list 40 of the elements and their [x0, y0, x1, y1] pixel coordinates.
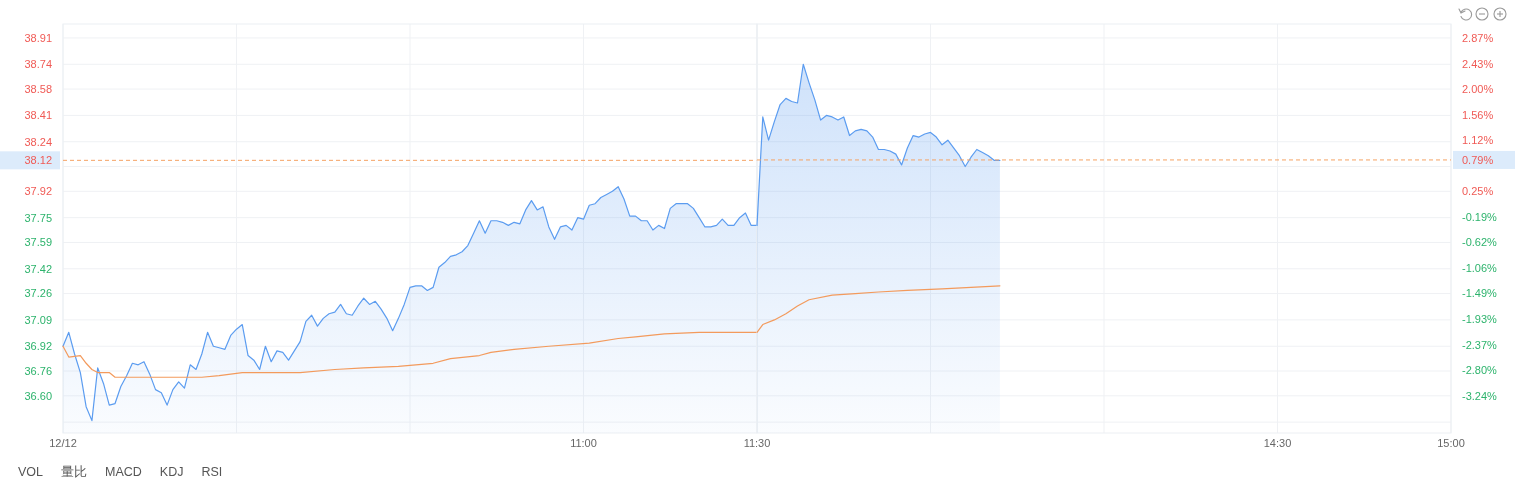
y2-tick-label: -2.80% — [1462, 364, 1497, 377]
y-tick-label: 38.24 — [24, 135, 52, 148]
x-tick-label: 14:30 — [1263, 437, 1292, 449]
y-tick-label: 38.91 — [24, 31, 52, 44]
annotation: MACD — [105, 465, 142, 479]
y2-tick-label: 2.00% — [1462, 82, 1494, 95]
y2-tick-label: -1.93% — [1462, 313, 1497, 326]
y2-tick-label: -3.24% — [1462, 389, 1497, 402]
y2-tick-label: -1.06% — [1462, 262, 1497, 275]
annotation: VOL — [18, 465, 43, 479]
y2-tick-label: -2.37% — [1462, 338, 1497, 351]
y-tick-label: 37.75 — [24, 211, 52, 224]
y-tick-label: 36.76 — [24, 364, 52, 377]
y-tick-label: 37.59 — [24, 236, 52, 249]
y-tick-label: 37.42 — [24, 262, 52, 275]
y2-tick-label: 2.87% — [1462, 31, 1494, 44]
y2-tick-label: -1.49% — [1462, 287, 1497, 300]
x-tick-label: 11:30 — [743, 437, 771, 449]
annotation: 量比 — [61, 465, 87, 479]
y-tick-label: 37.26 — [24, 287, 52, 300]
annotation: RSI — [201, 465, 223, 479]
annotation: KDJ — [159, 465, 184, 479]
y-tick-label: 37.09 — [24, 313, 52, 326]
y-tick-label: 36.92 — [24, 340, 52, 353]
y2-tick-label: -0.19% — [1462, 211, 1497, 224]
y-tick-label: 36.60 — [24, 389, 52, 402]
y2-tick-label: 1.56% — [1462, 108, 1494, 121]
ref-label: 38.12 — [24, 154, 52, 167]
y2-tick-label: -0.62% — [1462, 236, 1497, 249]
y-tick-label: 37.92 — [24, 185, 52, 198]
y-tick-label: 38.58 — [24, 82, 52, 95]
x-tick-label: 12/12 — [49, 437, 77, 449]
y2-tick-label: 2.43% — [1462, 57, 1494, 70]
y2-tick-label: 0.25% — [1462, 185, 1494, 198]
x-tick-label: 11:00 — [570, 437, 597, 449]
x-tick-label: 15:00 — [1437, 437, 1465, 449]
ref-label: 0.79% — [1462, 153, 1494, 166]
y-tick-label: 38.74 — [24, 58, 52, 71]
y-tick-label: 38.41 — [24, 109, 52, 122]
y2-tick-label: 1.12% — [1462, 134, 1494, 147]
